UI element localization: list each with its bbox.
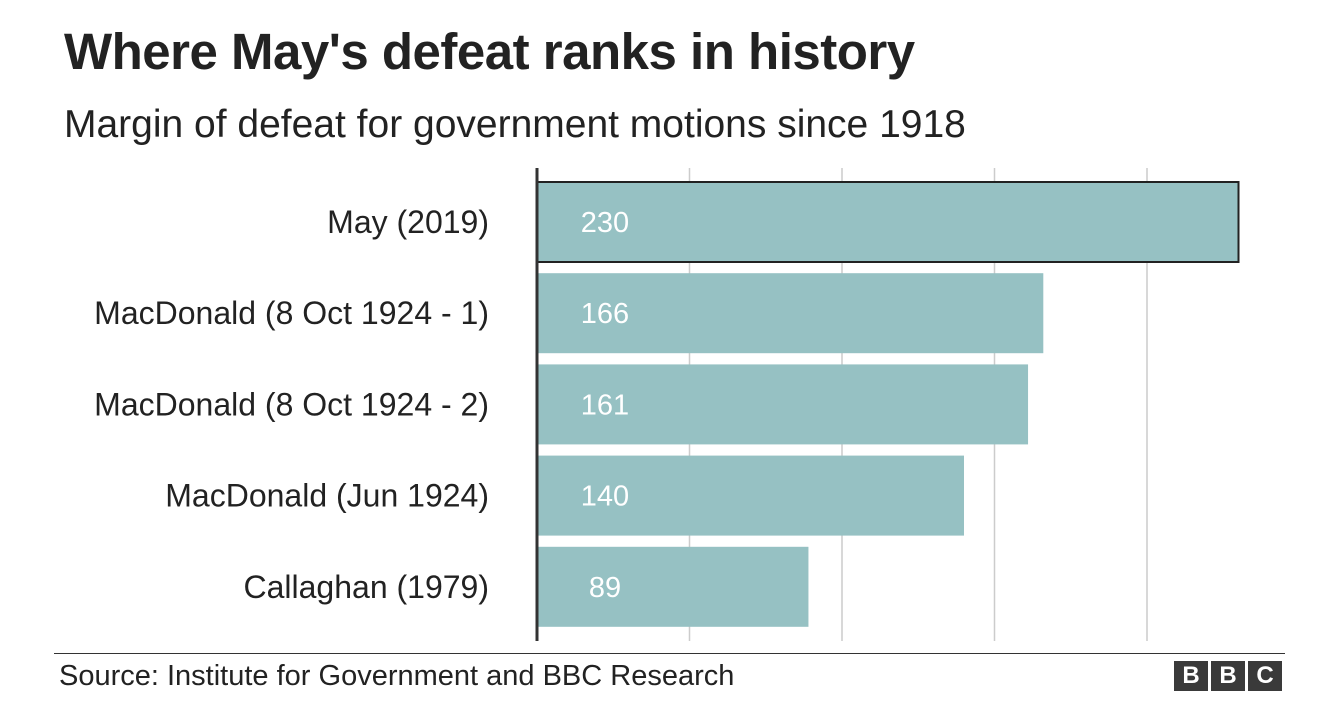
logo-letter-b1: B — [1174, 661, 1208, 691]
bar — [537, 455, 964, 536]
logo-letter-b2: B — [1211, 661, 1245, 691]
footer-divider — [54, 653, 1285, 654]
source-note: Source: Institute for Government and BBC… — [59, 660, 735, 692]
bar — [537, 546, 809, 627]
bar — [537, 364, 1029, 445]
category-label: May (2019) — [327, 204, 489, 240]
logo-letter-c: C — [1248, 661, 1282, 691]
data-label: 230 — [581, 207, 629, 239]
bar — [536, 181, 1240, 263]
bar — [537, 273, 1044, 354]
data-label: 161 — [581, 389, 629, 421]
category-label: MacDonald (8 Oct 1924 - 2) — [94, 386, 489, 422]
category-label: MacDonald (Jun 1924) — [165, 478, 489, 514]
data-label: 140 — [581, 481, 629, 513]
category-label: Callaghan (1979) — [244, 569, 490, 605]
category-label: MacDonald (8 Oct 1924 - 1) — [94, 295, 489, 331]
data-label: 89 — [589, 572, 621, 604]
bbc-logo: B B C — [1174, 661, 1282, 691]
chart-title: Where May's defeat ranks in history — [64, 23, 915, 80]
data-label: 166 — [581, 298, 629, 330]
chart-subtitle: Margin of defeat for government motions … — [64, 103, 966, 146]
